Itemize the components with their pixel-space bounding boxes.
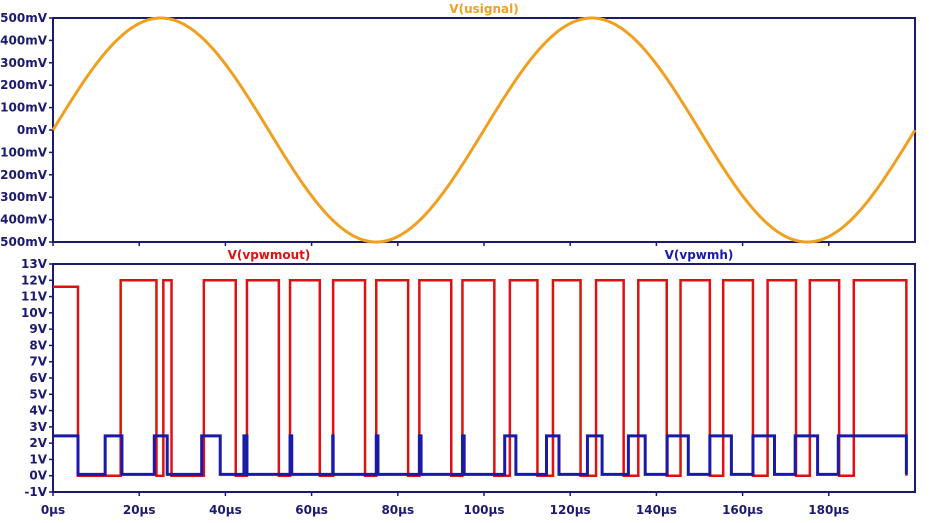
pwm-pane-x-tick-label: 160µs (722, 503, 763, 517)
signal-pane-y-tick-label: 0mV (17, 123, 48, 137)
pwm-pane-x-tick-label: 100µs (463, 503, 504, 517)
pwm-pane: 13V 12V 11V 10V 9V 8V 7V 6V 5V 4V 3V 2V 1V 0V -1V 0µs 20… (21, 248, 916, 517)
pwm-pane-y-tick-label: 11V (21, 290, 48, 304)
pwm-pane-y-tick-label: 10V (21, 306, 48, 320)
pwm-pane-x-tick-label: 120µs (550, 503, 591, 517)
pwm-pane-y-tick-label: 4V (29, 404, 47, 418)
series-label-vpwmh: V(vpwmh) (665, 248, 734, 262)
signal-pane-y-tick-label: 100mV (0, 101, 48, 115)
pwm-pane-y-tick-label: 7V (29, 355, 47, 369)
series-label-vpwmout: V(vpwmout) (228, 248, 311, 262)
pwm-pane-x-tick-label: 60µs (295, 503, 328, 517)
pwm-pane-x-tick-label: 40µs (209, 503, 242, 517)
signal-pane-y-tick-label: 500mV (0, 11, 48, 25)
pwm-pane-y-tick-label: 13V (21, 257, 48, 271)
series-line-usignal (51, 16, 917, 244)
pwm-pane-y-tick-label: 5V (29, 387, 47, 401)
signal-pane-y-tick-label: 300mV (0, 56, 48, 70)
pwm-pane-y-tick-label: 0V (29, 469, 47, 483)
signal-pane-y-tick-label: -500mV (0, 235, 48, 249)
signal-pane-y-tick-label: -400mV (0, 213, 48, 227)
series-line-vpwmh (53, 434, 908, 476)
pwm-pane-y-tick-label: 8V (29, 338, 47, 352)
pwm-pane-x-tick-label: 20µs (123, 503, 156, 517)
pwm-pane-x-tick-label: 180µs (808, 503, 849, 517)
signal-pane: 500mV 400mV 300mV 200mV 100mV 0mV -100mV -200mV… (0, 2, 917, 249)
signal-pane-y-tick-label: -300mV (0, 190, 48, 204)
signal-pane-y-tick-label: 400mV (0, 33, 48, 47)
pwm-pane-y-tick-label: 6V (29, 371, 47, 385)
pwm-pane-y-tick-label: 3V (29, 420, 47, 434)
pwm-pane-x-tick-label: 0µs (41, 503, 65, 517)
pwm-pane-x-tick-label: 140µs (636, 503, 677, 517)
pwm-pane-y-tick-label: 9V (29, 322, 47, 336)
pwm-pane-y-tick-label: 1V (29, 452, 47, 466)
pwm-pane-y-tick-label: -1V (24, 485, 47, 499)
pwm-pane-y-tick-label: 12V (21, 273, 48, 287)
series-label-usignal: V(usignal) (449, 2, 518, 16)
signal-pane-y-tick-label: -100mV (0, 145, 48, 159)
series-line-vpwmout (53, 279, 908, 477)
signal-pane-y-tick-label: -200mV (0, 168, 48, 182)
pwm-pane-y-tick-label: 2V (29, 436, 47, 450)
pwm-pane-x-tick-label: 80µs (381, 503, 414, 517)
signal-pane-y-tick-label: 200mV (0, 78, 48, 92)
